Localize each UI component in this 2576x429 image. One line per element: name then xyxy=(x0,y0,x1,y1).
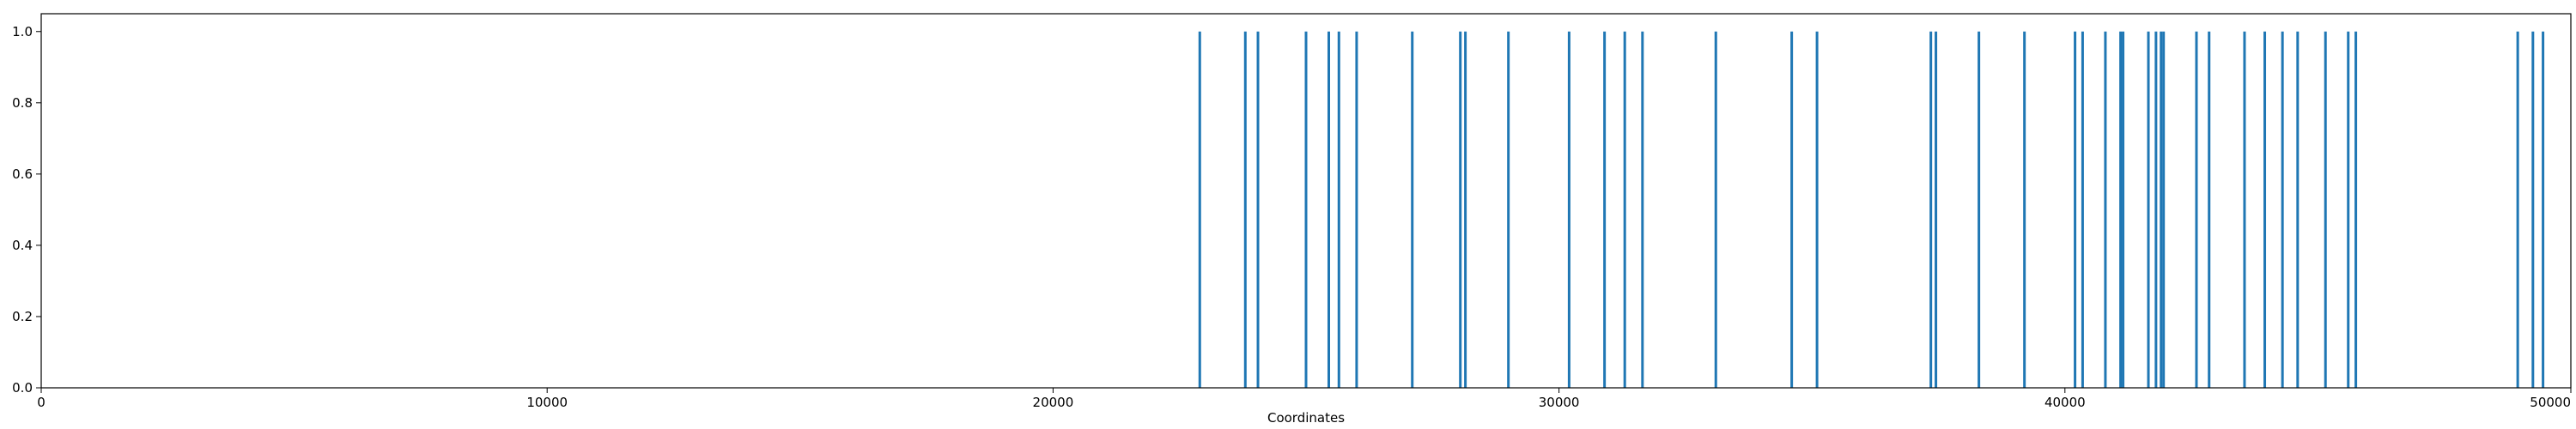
x-axis: 0 10000 20000 30000 40000 50000 xyxy=(37,388,2572,410)
y-axis: 0.0 0.2 0.4 0.6 0.8 1.0 xyxy=(12,24,41,396)
x-tick-label-3: 30000 xyxy=(1539,395,1580,410)
x-tick-label-0: 0 xyxy=(37,395,46,410)
plot-frame xyxy=(40,13,2572,389)
y-tick-label-2: 0.4 xyxy=(12,238,33,253)
x-tick-label-2: 20000 xyxy=(1033,395,1074,410)
y-tick-label-5: 1.0 xyxy=(12,24,33,39)
x-axis-label: Coordinates xyxy=(1267,410,1345,426)
bars-layer xyxy=(1198,31,2545,388)
y-tick-label-1: 0.2 xyxy=(12,309,33,324)
y-tick-label-3: 0.6 xyxy=(12,166,33,182)
y-tick-label-0: 0.0 xyxy=(12,380,33,396)
x-tick-label-1: 10000 xyxy=(526,395,568,410)
y-tick-label-4: 0.8 xyxy=(12,95,33,111)
x-tick-label-5: 50000 xyxy=(2530,395,2571,410)
x-tick-label-4: 40000 xyxy=(2044,395,2086,410)
